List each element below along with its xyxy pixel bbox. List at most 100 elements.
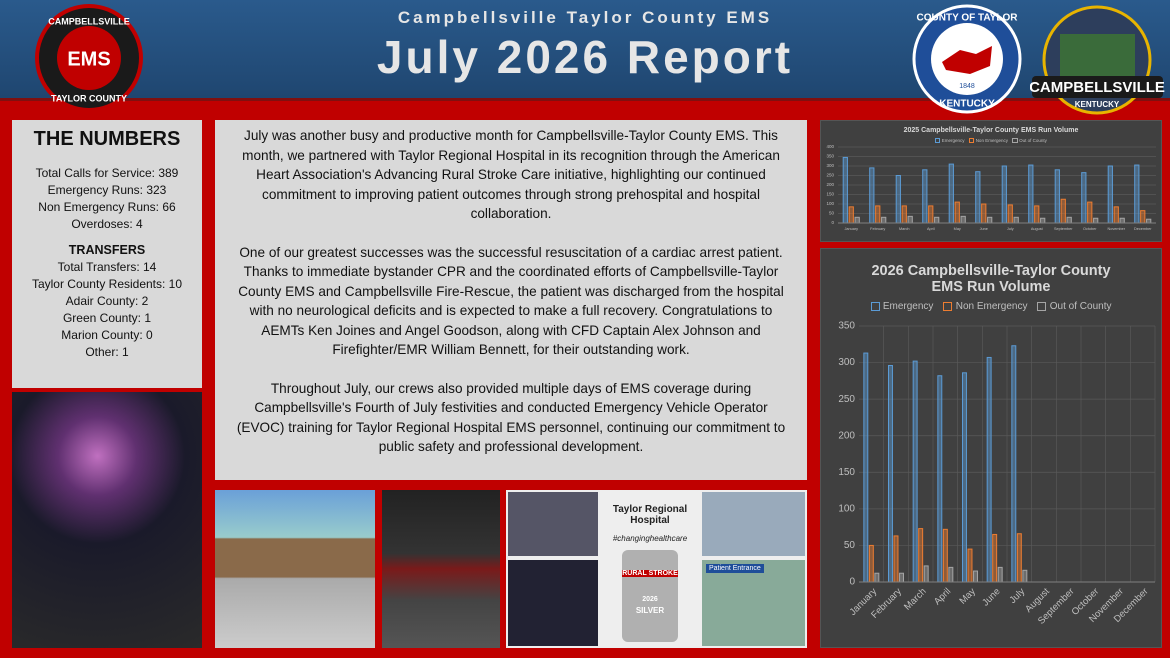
bar [848,206,854,224]
collage-photo [508,492,598,556]
paragraph: One of our greatest successes was the su… [238,244,784,358]
y-tick-label: 200 [826,182,834,187]
bar [1134,164,1140,224]
y-tick-label: 350 [838,321,855,332]
stat: Marion County: 0 [61,328,153,342]
y-tick-label: 0 [831,220,834,225]
y-tick-label: 50 [844,540,856,551]
y-tick-label: 100 [838,503,855,514]
numbers-heading: THE NUMBERS [33,128,181,150]
bar [918,528,924,583]
bar [975,171,981,224]
bar [863,352,869,583]
bar [948,163,954,224]
x-tick-label: July [1008,586,1028,606]
y-tick-label: 250 [826,173,834,178]
y-tick-label: 150 [838,467,855,478]
logo-text: CAMPBELLSVILLE [48,16,130,26]
x-tick-label: January [844,227,858,231]
org-name: Campbellsville Taylor County EMS [397,8,773,27]
bar [1107,165,1113,224]
paragraph: Throughout July, our crews also provided… [236,380,786,455]
badge-text: SILVER [635,606,665,615]
bar [942,528,948,583]
x-tick-label: June [980,586,1002,608]
logo-text: COUNTY OF TAYLOR [917,13,1019,24]
bar [967,548,973,583]
bar [1028,164,1034,224]
collage-photo [508,560,598,646]
bar [981,203,987,224]
city-logo: CAMPBELLSVILLE KENTUCKY [1030,5,1165,115]
legend: Emergency Non Emergency Out of County [935,138,1047,144]
legend-swatch [943,302,953,311]
stat: Adair County: 2 [65,294,149,308]
y-tick-label: 0 [849,577,855,588]
legend-item: Emergency [870,301,933,312]
bar [854,216,860,224]
legend-item: Out of County [1037,301,1111,312]
stat: Total Transfers: 14 [57,260,157,274]
bar [1060,198,1066,224]
x-tick-label: February [870,227,885,231]
y-tick-label: 300 [838,357,855,368]
legend-label: Out of County [1049,301,1112,312]
legend-swatch [1012,138,1018,144]
county-logo: COUNTY OF TAYLOR 1848 KENTUCKY [912,4,1022,114]
x-tick-label: September [1054,227,1073,231]
bar [899,572,904,583]
logo-text: KENTUCKY [1075,100,1120,109]
bar [1013,216,1019,224]
legend-item: Non Emergency [969,138,1008,144]
stat: Overdoses: 4 [71,217,143,231]
hospital-name: Taylor Regional Hospital [612,504,688,526]
legend-label: Non Emergency [975,138,1008,144]
hospital-tag: #changinghealthcare [612,534,688,543]
bar [987,216,993,224]
bar [937,375,943,583]
x-tick-label: December [1134,227,1152,231]
bar [1087,201,1093,224]
bar [997,566,1003,583]
legend-item: Out of County [1012,138,1047,144]
stat: Green County: 1 [62,311,152,325]
bar [901,205,907,224]
logo-text: CAMPBELLSVILLE [1030,79,1165,96]
bar [1119,217,1125,224]
bar [868,544,874,583]
bar [960,215,966,224]
x-tick-label: November [1107,227,1125,231]
bar [1066,216,1072,224]
chart-2026: 2026 Campbellsville-Taylor County EMS Ru… [820,248,1162,648]
bar [869,167,875,224]
bar [934,216,940,224]
bar [1113,206,1119,224]
legend-item: Non Emergency [943,301,1027,312]
bar [874,572,880,583]
legend-swatch [1037,302,1047,311]
bar [881,216,887,224]
bar [1016,533,1022,583]
bar [895,175,901,224]
x-tick-label: May [954,227,961,231]
bar [922,169,928,224]
legend-item: Emergency [935,138,965,144]
chart-title: 2026 Campbellsville-Taylor County EMS Ru… [871,263,1111,295]
report-text: July was another busy and productive mon… [215,120,807,480]
sign-text: Patient Entrance [706,564,764,573]
bar [1034,205,1040,224]
y-tick-label: 100 [826,201,834,206]
logo-text: 1848 [959,83,975,90]
logo-text: EMS [67,48,110,70]
bar [1011,345,1017,583]
chart-2025: 2025 Campbellsville-Taylor County EMS Ru… [820,120,1162,242]
transfers-heading: TRANSFERS [68,243,146,257]
bar [1081,172,1087,224]
legend-swatch [935,138,941,144]
logo-text: KENTUCKY [939,99,995,110]
ems-logo: CAMPBELLSVILLE EMS TAYLOR COUNTY [35,4,143,112]
numbers-panel: THE NUMBERS Total Calls for Service: 389… [12,120,202,388]
stat: Total Calls for Service: 389 [35,166,179,180]
bar [1007,204,1013,224]
